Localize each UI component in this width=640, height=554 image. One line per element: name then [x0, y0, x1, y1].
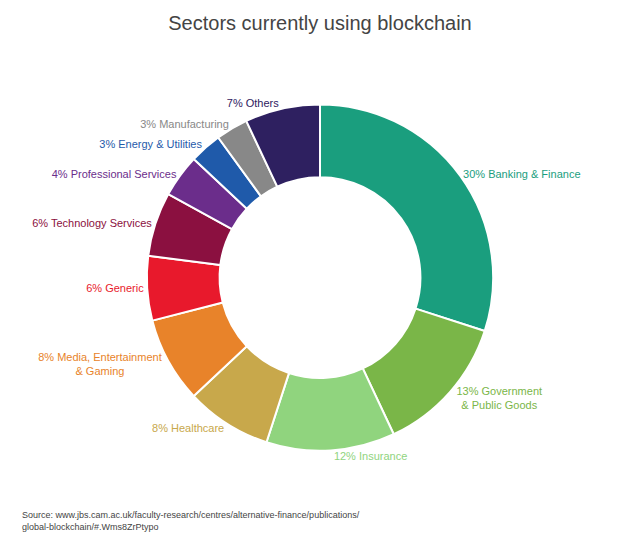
svg-text:3% Manufacturing: 3% Manufacturing	[140, 118, 229, 130]
svg-text:12% Insurance: 12% Insurance	[334, 450, 407, 462]
svg-text:7% Others: 7% Others	[227, 97, 279, 109]
svg-text:8% Media, Entertainment& Gamin: 8% Media, Entertainment& Gaming	[38, 351, 162, 377]
svg-text:13% Government& Public Goods: 13% Government& Public Goods	[456, 385, 542, 411]
svg-text:8% Healthcare: 8% Healthcare	[152, 422, 224, 434]
svg-text:6% Generic: 6% Generic	[86, 282, 144, 294]
svg-text:3% Energy & Utilities: 3% Energy & Utilities	[99, 138, 202, 150]
svg-text:Sectors currently using blockc: Sectors currently using blockchain	[168, 12, 471, 34]
svg-text:6% Technology Services: 6% Technology Services	[32, 217, 152, 229]
svg-text:30% Banking & Finance: 30% Banking & Finance	[463, 168, 580, 180]
svg-text:Source: www.jbs.cam.ac.uk/facu: Source: www.jbs.cam.ac.uk/faculty-resear…	[22, 510, 360, 532]
svg-text:4% Professional Services: 4% Professional Services	[52, 168, 177, 180]
